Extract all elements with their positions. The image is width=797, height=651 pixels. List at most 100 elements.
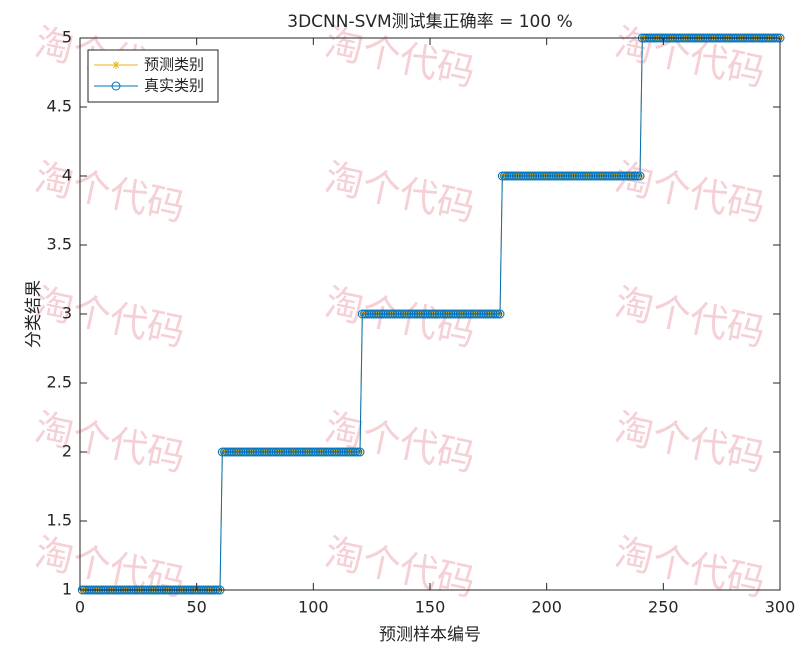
circle-marker [238, 447, 248, 457]
circle-marker [553, 171, 563, 181]
circle-marker [390, 309, 400, 319]
circle-marker [607, 171, 617, 181]
circle-marker [530, 171, 540, 181]
circle-marker [495, 309, 505, 319]
circle-marker [551, 171, 561, 181]
y-tick-label: 5 [62, 28, 72, 47]
axes: 0 50 100 150 200 250 300 1 1.5 2 2.5 3 3.5 4 4.5 5 [47, 28, 796, 617]
circle-marker [574, 171, 584, 181]
circle-marker [439, 309, 449, 319]
circle-marker [397, 309, 407, 319]
circle-marker [469, 309, 479, 319]
circle-marker [222, 447, 232, 457]
circle-marker [259, 447, 269, 457]
circle-marker [432, 309, 442, 319]
circle-marker [367, 309, 377, 319]
circle-marker [290, 447, 300, 457]
circle-marker [304, 447, 314, 457]
circle-marker [252, 447, 262, 457]
y-tick-label: 1 [62, 580, 72, 599]
legend-marker [112, 61, 120, 69]
circle-marker [593, 171, 603, 181]
circle-marker [523, 171, 533, 181]
circle-marker [521, 171, 531, 181]
circle-marker [497, 171, 507, 181]
circle-marker [612, 171, 622, 181]
circle-marker [598, 171, 608, 181]
circle-marker [481, 309, 491, 319]
circle-marker [388, 309, 398, 319]
circle-marker [479, 309, 489, 319]
circle-marker [493, 309, 503, 319]
circle-marker [556, 171, 566, 181]
y-tick-label: 3.5 [47, 235, 72, 254]
circle-marker [544, 171, 554, 181]
circle-marker [353, 447, 363, 457]
circle-marker [402, 309, 412, 319]
circle-marker [406, 309, 416, 319]
legend-label: 预测类别 [144, 56, 204, 74]
circle-marker [364, 309, 374, 319]
circle-marker [341, 447, 351, 457]
circle-marker [546, 171, 556, 181]
circle-marker [537, 171, 547, 181]
circle-marker [542, 171, 552, 181]
circle-marker [280, 447, 290, 457]
circle-marker [409, 309, 419, 319]
circle-marker [322, 447, 332, 457]
circle-marker [483, 309, 493, 319]
circle-marker [588, 171, 598, 181]
circle-marker [297, 447, 307, 457]
circle-marker [518, 171, 528, 181]
circle-marker [339, 447, 349, 457]
circle-marker [283, 447, 293, 457]
circle-marker [577, 171, 587, 181]
circle-marker [227, 447, 237, 457]
x-axis-label: 预测样本编号 [379, 625, 481, 645]
circle-marker [385, 309, 395, 319]
circle-marker [539, 171, 549, 181]
circle-marker [217, 447, 227, 457]
circle-marker [404, 309, 414, 319]
circle-marker [418, 309, 428, 319]
circle-marker [229, 447, 239, 457]
circle-marker [271, 447, 281, 457]
circle-marker [528, 171, 538, 181]
circle-marker [560, 171, 570, 181]
circle-marker [602, 171, 612, 181]
circle-marker [245, 447, 255, 457]
circle-marker [369, 309, 379, 319]
y-tick-label: 4.5 [47, 97, 72, 116]
circle-marker [628, 171, 638, 181]
circle-marker [336, 447, 346, 457]
circle-marker [392, 309, 402, 319]
circle-marker [532, 171, 542, 181]
circle-marker [626, 171, 636, 181]
x-tick-label: 0 [75, 598, 85, 617]
circle-marker [374, 309, 384, 319]
y-tick-label: 2.5 [47, 373, 72, 392]
legend-marker [111, 81, 121, 91]
circle-marker [346, 447, 356, 457]
circle-marker [371, 309, 381, 319]
circle-marker [579, 171, 589, 181]
circle-marker [318, 447, 328, 457]
circle-marker [437, 309, 447, 319]
circle-marker [465, 309, 475, 319]
circle-marker [430, 309, 440, 319]
circle-marker [525, 171, 535, 181]
circle-marker [378, 309, 388, 319]
circle-marker [292, 447, 302, 457]
y-tick-label: 3 [62, 304, 72, 323]
circle-marker [311, 447, 321, 457]
circle-marker [462, 309, 472, 319]
x-tick-label: 250 [648, 598, 679, 617]
circle-marker [455, 309, 465, 319]
circle-marker [255, 447, 265, 457]
circle-marker [423, 309, 433, 319]
circle-marker [299, 447, 309, 457]
circle-marker [451, 309, 461, 319]
circle-marker [427, 309, 437, 319]
circle-marker [248, 447, 258, 457]
